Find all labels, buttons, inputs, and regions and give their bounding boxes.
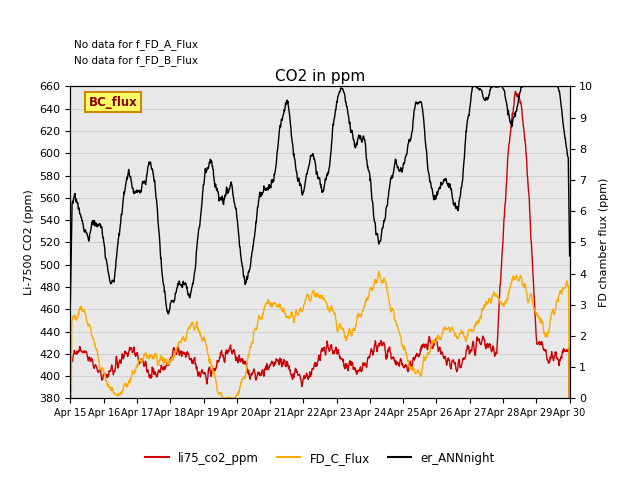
Text: No data for f_FD_A_Flux: No data for f_FD_A_Flux [74, 39, 198, 50]
Y-axis label: Li-7500 CO2 (ppm): Li-7500 CO2 (ppm) [24, 190, 34, 295]
Text: No data for f_FD_B_Flux: No data for f_FD_B_Flux [74, 55, 198, 66]
Title: CO2 in ppm: CO2 in ppm [275, 69, 365, 84]
Y-axis label: FD chamber flux (ppm): FD chamber flux (ppm) [599, 178, 609, 307]
Legend: li75_co2_ppm, FD_C_Flux, er_ANNnight: li75_co2_ppm, FD_C_Flux, er_ANNnight [140, 447, 500, 469]
Text: BC_flux: BC_flux [88, 96, 137, 109]
